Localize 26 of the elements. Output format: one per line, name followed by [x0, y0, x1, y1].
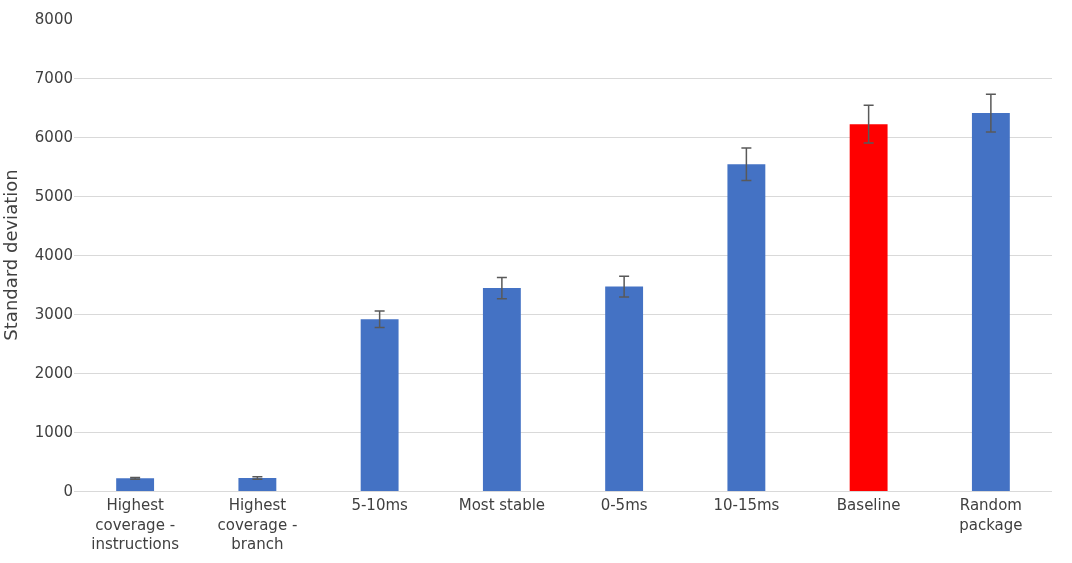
y-tick-label: 2000	[34, 364, 73, 383]
bar	[360, 319, 399, 491]
y-tick-label: 6000	[34, 128, 73, 147]
bar	[238, 478, 277, 491]
y-tick-label: 8000	[34, 10, 73, 29]
y-tick-label: 0	[63, 482, 73, 501]
y-tick-label: 4000	[34, 246, 73, 265]
bar	[482, 288, 521, 491]
y-tick-label: 1000	[34, 423, 73, 442]
x-tick-label: 0-5ms	[600, 496, 648, 514]
bar	[849, 124, 888, 491]
x-tick-label: 5-10ms	[351, 496, 409, 514]
x-tick-label: Random package	[959, 496, 1023, 534]
x-tick-label: Highest coverage - instructions	[91, 496, 180, 553]
y-tick-label: 7000	[34, 69, 73, 88]
x-tick-label: Highest coverage - branch	[217, 496, 298, 553]
bar	[605, 286, 644, 491]
y-tick-label: 3000	[34, 305, 73, 324]
bar	[727, 164, 766, 491]
x-tick-label: Most stable	[458, 496, 546, 514]
bar	[971, 113, 1010, 491]
bar	[116, 478, 155, 491]
y-axis-title: Standard deviation	[0, 169, 22, 341]
y-tick-label: 5000	[34, 187, 73, 206]
x-tick-label: 10-15ms	[713, 496, 780, 514]
x-tick-label: Baseline	[836, 496, 901, 514]
